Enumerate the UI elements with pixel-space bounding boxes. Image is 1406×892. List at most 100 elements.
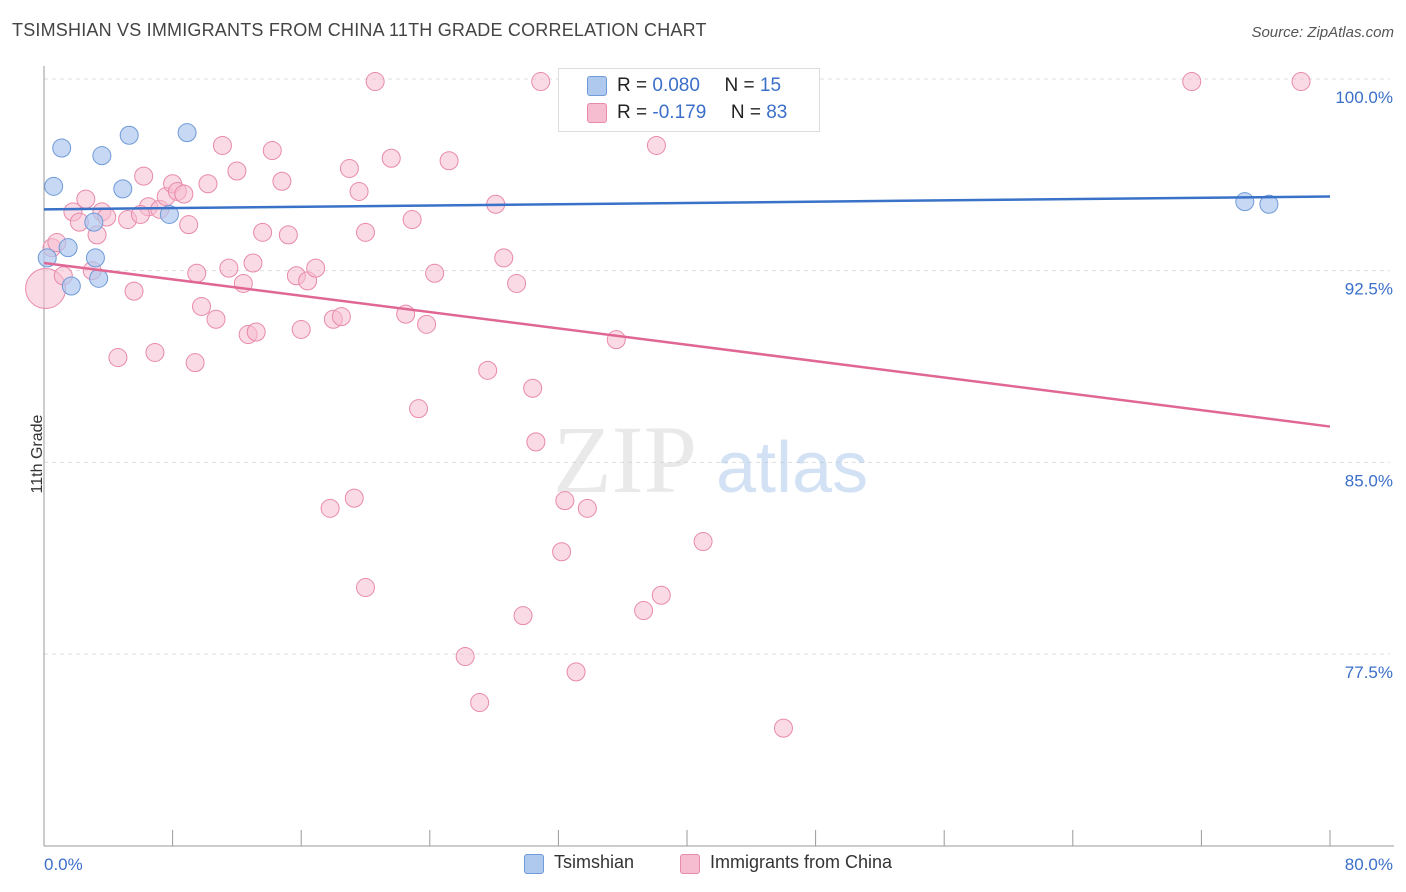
data-point-immigrants — [365, 72, 385, 92]
data-point-immigrants — [381, 148, 401, 168]
data-point-tsimshian — [61, 276, 81, 296]
legend-row-immigrants: R = -0.179 N = 83 — [617, 102, 788, 123]
data-point-tsimshian — [89, 268, 109, 288]
legend-pink-swatch — [587, 103, 607, 123]
series-immigrants-points — [25, 72, 1311, 738]
data-point-immigrants — [179, 215, 199, 235]
data-point-immigrants — [185, 353, 205, 373]
data-point-immigrants — [409, 399, 429, 419]
data-point-immigrants — [134, 166, 154, 186]
data-point-tsimshian — [84, 212, 104, 232]
data-point-immigrants — [306, 258, 326, 278]
data-point-immigrants — [523, 378, 543, 398]
source-label: Source: ZipAtlas.com — [1251, 24, 1394, 41]
data-point-immigrants — [349, 181, 369, 201]
x-tick-labels: 0.0% 80.0% — [44, 855, 1393, 874]
data-point-immigrants — [1291, 72, 1311, 92]
data-point-immigrants — [773, 718, 793, 738]
data-point-immigrants — [320, 498, 340, 518]
data-point-immigrants — [425, 263, 445, 283]
data-point-immigrants — [494, 248, 514, 268]
data-point-immigrants — [227, 161, 247, 181]
data-point-tsimshian — [44, 176, 64, 196]
data-point-immigrants — [531, 72, 551, 92]
data-point-immigrants — [439, 151, 459, 171]
y-tick-label: 85.0% — [1345, 471, 1393, 490]
watermark-zip: ZIP — [553, 406, 697, 513]
data-point-tsimshian — [159, 204, 179, 224]
data-point-immigrants — [212, 135, 232, 155]
legend-swatch-tsimshian — [524, 854, 544, 874]
data-point-immigrants — [108, 348, 128, 368]
legend-row-tsimshian: R = 0.080 N = 15 — [617, 75, 782, 96]
series-tsimshian-points — [37, 123, 1279, 296]
data-point-immigrants — [513, 606, 533, 626]
data-point-immigrants — [174, 184, 194, 204]
data-point-immigrants — [262, 141, 282, 161]
grid-lines — [44, 78, 1390, 655]
data-point-immigrants — [417, 314, 437, 334]
data-point-immigrants — [187, 263, 207, 283]
data-point-immigrants — [356, 222, 375, 242]
data-point-immigrants — [402, 210, 422, 230]
data-point-tsimshian — [1259, 194, 1279, 214]
data-point-immigrants — [1182, 72, 1202, 92]
data-point-immigrants — [246, 322, 266, 342]
watermark-atlas: atlas — [716, 428, 868, 508]
data-point-tsimshian — [113, 179, 133, 199]
trend-line-tsimshian — [43, 195, 1331, 211]
data-point-immigrants — [455, 647, 475, 667]
x-tick-label: 80.0% — [1345, 855, 1393, 874]
legend-swatch-immigrants — [680, 854, 700, 874]
data-point-immigrants — [344, 488, 364, 508]
data-point-immigrants — [219, 258, 239, 278]
data-point-immigrants — [356, 578, 375, 598]
data-point-immigrants — [646, 135, 666, 155]
data-point-immigrants — [693, 532, 713, 552]
data-point-immigrants — [634, 601, 654, 621]
data-point-immigrants — [76, 189, 96, 209]
data-point-tsimshian — [37, 248, 57, 268]
data-point-immigrants — [192, 296, 212, 316]
y-tick-label: 100.0% — [1335, 88, 1393, 107]
data-point-immigrants — [198, 174, 218, 194]
data-point-tsimshian — [85, 248, 105, 268]
legend-label-immigrants: Immigrants from China — [710, 852, 893, 872]
data-point-tsimshian — [92, 146, 112, 166]
data-point-immigrants — [291, 319, 311, 339]
data-point-immigrants — [124, 281, 144, 301]
data-point-immigrants — [243, 253, 263, 273]
data-point-immigrants — [470, 693, 490, 713]
data-point-immigrants — [651, 585, 671, 605]
data-point-tsimshian — [52, 138, 72, 158]
legend-stats: R = 0.080 N = 15 R = -0.179 N = 83 — [558, 68, 820, 132]
data-point-immigrants — [566, 662, 586, 682]
data-point-immigrants — [478, 360, 498, 380]
axes — [43, 66, 1394, 847]
data-point-immigrants — [145, 342, 165, 362]
chart-title: TSIMSHIAN VS IMMIGRANTS FROM CHINA 11TH … — [12, 20, 707, 40]
trend-lines — [43, 195, 1331, 428]
y-tick-label: 92.5% — [1345, 280, 1393, 299]
trend-line-immigrants — [43, 261, 1331, 428]
x-tick-label: 0.0% — [44, 855, 83, 874]
data-point-immigrants — [331, 307, 351, 327]
data-point-immigrants — [577, 498, 597, 518]
data-point-immigrants — [552, 542, 572, 562]
data-point-tsimshian — [177, 123, 197, 143]
data-point-tsimshian — [119, 125, 139, 145]
data-point-immigrants — [130, 204, 150, 224]
data-point-immigrants — [253, 222, 273, 242]
data-point-immigrants — [339, 158, 359, 178]
y-tick-labels: 77.5% 85.0% 92.5% 100.0% — [1335, 88, 1393, 682]
data-point-immigrants — [526, 432, 546, 452]
y-tick-label: 77.5% — [1345, 663, 1393, 682]
legend-label-tsimshian: Tsimshian — [554, 852, 635, 872]
data-point-tsimshian — [1235, 192, 1255, 212]
data-point-immigrants — [555, 491, 575, 511]
data-point-immigrants — [507, 273, 527, 293]
data-point-immigrants — [272, 171, 292, 191]
data-point-tsimshian — [58, 238, 78, 258]
data-point-immigrants — [606, 330, 626, 350]
